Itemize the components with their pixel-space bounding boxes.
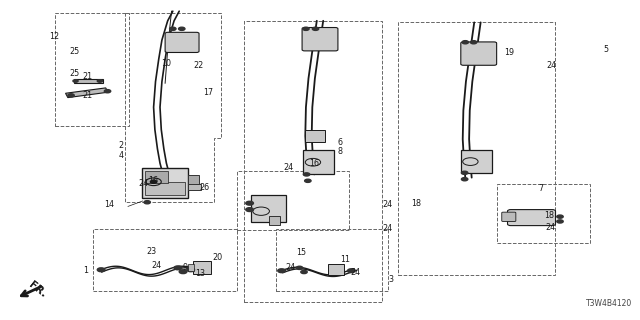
Text: 18: 18 bbox=[411, 199, 421, 208]
Circle shape bbox=[246, 201, 253, 205]
Bar bbox=[188, 175, 199, 184]
Circle shape bbox=[303, 27, 309, 30]
Bar bbox=[269, 216, 280, 225]
Text: 25: 25 bbox=[70, 47, 80, 56]
Circle shape bbox=[278, 269, 285, 273]
Text: 11: 11 bbox=[340, 255, 350, 264]
Circle shape bbox=[97, 268, 105, 272]
Text: 9: 9 bbox=[182, 263, 188, 272]
Circle shape bbox=[179, 270, 187, 274]
Text: 8: 8 bbox=[338, 148, 343, 156]
Circle shape bbox=[97, 80, 102, 82]
Text: 24: 24 bbox=[285, 263, 295, 272]
Circle shape bbox=[144, 201, 150, 204]
Text: 24: 24 bbox=[151, 261, 161, 270]
Bar bbox=[188, 264, 194, 271]
Circle shape bbox=[557, 220, 563, 223]
Text: 1: 1 bbox=[83, 266, 88, 275]
Circle shape bbox=[303, 173, 310, 176]
Text: 3: 3 bbox=[388, 276, 394, 284]
Circle shape bbox=[68, 94, 74, 97]
Text: 13: 13 bbox=[195, 269, 205, 278]
Circle shape bbox=[170, 27, 176, 30]
Circle shape bbox=[174, 266, 182, 270]
Circle shape bbox=[312, 27, 319, 30]
Text: 24: 24 bbox=[383, 200, 393, 209]
Text: 25: 25 bbox=[70, 69, 80, 78]
Text: 24: 24 bbox=[138, 180, 148, 188]
Bar bbox=[193, 261, 211, 274]
Text: 16: 16 bbox=[148, 176, 158, 185]
Circle shape bbox=[461, 178, 468, 181]
Circle shape bbox=[150, 180, 157, 183]
Text: 26: 26 bbox=[199, 183, 209, 192]
Circle shape bbox=[179, 27, 185, 30]
Bar bbox=[188, 184, 201, 190]
Text: 4: 4 bbox=[118, 151, 124, 160]
FancyBboxPatch shape bbox=[302, 28, 338, 51]
Bar bbox=[328, 264, 344, 275]
Text: 19: 19 bbox=[504, 48, 514, 57]
Text: 20: 20 bbox=[212, 253, 223, 262]
Text: 7: 7 bbox=[538, 184, 543, 193]
Text: 24: 24 bbox=[545, 223, 556, 232]
Text: 2: 2 bbox=[118, 141, 124, 150]
FancyBboxPatch shape bbox=[502, 212, 516, 221]
Text: 21: 21 bbox=[83, 92, 93, 100]
FancyBboxPatch shape bbox=[165, 32, 199, 52]
Circle shape bbox=[461, 171, 468, 174]
Bar bbox=[461, 150, 492, 173]
Text: 17: 17 bbox=[203, 88, 213, 97]
Text: 14: 14 bbox=[104, 200, 114, 209]
FancyBboxPatch shape bbox=[508, 210, 556, 226]
Text: 21: 21 bbox=[83, 72, 93, 81]
Text: 5: 5 bbox=[604, 45, 609, 54]
Bar bbox=[74, 79, 103, 83]
Text: 6: 6 bbox=[338, 138, 343, 147]
Text: 22: 22 bbox=[193, 61, 204, 70]
Circle shape bbox=[305, 179, 311, 182]
Text: FR.: FR. bbox=[26, 280, 48, 300]
Bar bbox=[251, 195, 286, 222]
FancyBboxPatch shape bbox=[461, 42, 497, 65]
Circle shape bbox=[187, 268, 195, 272]
Text: 24: 24 bbox=[284, 164, 294, 172]
Circle shape bbox=[296, 266, 303, 269]
Circle shape bbox=[470, 41, 477, 44]
Circle shape bbox=[246, 208, 253, 212]
Text: 23: 23 bbox=[147, 247, 157, 256]
Bar bbox=[303, 150, 334, 174]
Text: 16: 16 bbox=[309, 159, 319, 168]
Text: 24: 24 bbox=[383, 224, 393, 233]
Text: 12: 12 bbox=[49, 32, 60, 41]
Text: 10: 10 bbox=[161, 60, 172, 68]
Text: 24: 24 bbox=[350, 268, 360, 277]
Circle shape bbox=[73, 80, 78, 82]
Circle shape bbox=[348, 269, 355, 273]
Bar bbox=[305, 130, 325, 142]
Text: 15: 15 bbox=[296, 248, 306, 257]
Text: 18: 18 bbox=[544, 212, 554, 220]
Bar bbox=[145, 171, 168, 183]
Text: T3W4B4120: T3W4B4120 bbox=[586, 299, 632, 308]
Bar bbox=[142, 168, 188, 198]
Bar bbox=[145, 181, 185, 195]
Circle shape bbox=[462, 41, 468, 44]
Circle shape bbox=[104, 90, 111, 93]
Text: 24: 24 bbox=[547, 61, 557, 70]
Circle shape bbox=[301, 270, 307, 274]
Circle shape bbox=[557, 215, 563, 218]
Bar bbox=[65, 88, 108, 98]
